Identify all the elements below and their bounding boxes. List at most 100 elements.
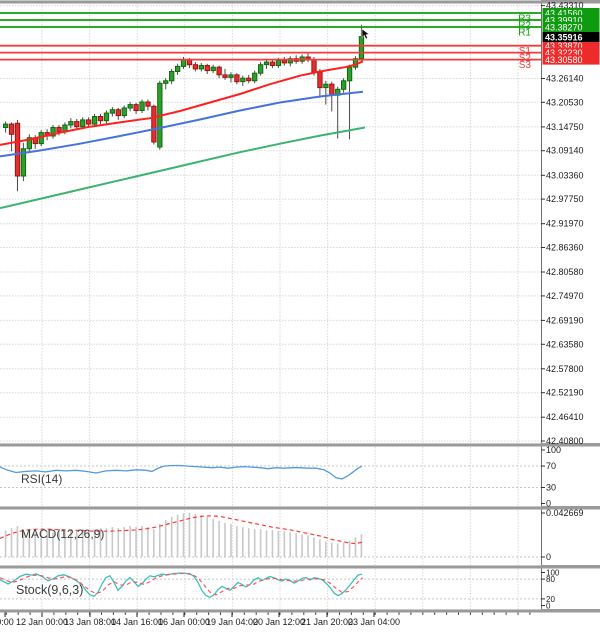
candle-bearish (329, 83, 335, 96)
candle-bearish (269, 61, 276, 66)
candle-bearish (56, 127, 62, 133)
candle-bearish (317, 71, 323, 89)
panel-separator-axis (541, 565, 600, 569)
price-tick-label: 42.40800 (546, 436, 584, 446)
candle-bearish (204, 65, 210, 72)
price-axis-area[interactable] (541, 0, 600, 633)
time-tick-label: 20 Jan 12:00 (253, 617, 305, 627)
candle-bullish (169, 71, 175, 82)
time-tick-label: 23 Jan 04:00 (348, 617, 400, 627)
candle-bearish (145, 101, 151, 107)
candle-bullish (3, 123, 9, 128)
price-tick-label: 42.63580 (546, 339, 584, 349)
candle-bullish (163, 80, 169, 84)
candle-bullish (275, 59, 282, 67)
price-badge-label: 43.33870 (545, 41, 583, 51)
price-tick-label: 42.80580 (546, 267, 584, 277)
rsi-indicator-label: RSI(14) (21, 472, 63, 486)
price-tick-label: 43.20530 (546, 97, 584, 107)
price-tick-label: 42.86360 (546, 243, 584, 253)
price-badge (542, 40, 600, 51)
candle-bullish (180, 59, 187, 67)
price-badge-label: 43.38270 (545, 23, 583, 33)
candle-bullish (68, 121, 74, 126)
macd-signal-line (0, 515, 364, 545)
price-tick-label: 42.46410 (546, 412, 584, 422)
stoch-axis-label: 100 (546, 569, 560, 578)
ma-slow-green-line (0, 126, 366, 210)
rsi-axis-label: 30 (546, 482, 556, 492)
time-tick-label: 21 Jan 20:00 (301, 617, 353, 627)
macd-axis-label: 0.042669 (546, 508, 584, 518)
price-badge-label: 43.41560 (545, 9, 583, 19)
candle-bullish (358, 36, 365, 60)
price-badge (542, 15, 600, 25)
price-tick-label: 42.74970 (546, 291, 584, 301)
time-tick-label: 16 Jan 00:00 (158, 617, 210, 627)
candle-bearish (97, 116, 104, 122)
candle-bearish (234, 74, 240, 83)
candle-bearish (311, 59, 317, 73)
candle-bullish (20, 148, 27, 177)
pivot-label-r2: R2 (518, 21, 531, 32)
price-tick-label: 43.26140 (546, 74, 584, 84)
candle-bullish (80, 119, 86, 128)
candle-bearish (86, 119, 92, 125)
price-badge (542, 22, 600, 32)
price-tick-label: 43.14750 (546, 122, 584, 132)
price-badge-label: 43.35916 (545, 33, 583, 43)
time-tick-label: 13 Jan 08:00 (64, 617, 116, 627)
panel-separator-axis (541, 506, 600, 510)
candle-bearish (74, 121, 80, 128)
panel-separator[interactable] (0, 0, 600, 4)
candle-bullish (228, 74, 234, 78)
price-badge-label: 43.30580 (545, 55, 583, 65)
candle-bullish (91, 116, 98, 125)
ma-fast-red-line (0, 60, 364, 146)
price-badge (542, 47, 600, 58)
stoch-axis-label: 80 (546, 575, 555, 584)
candle-bearish (151, 105, 157, 143)
panel-separator[interactable] (0, 443, 600, 447)
price-tick-label: 42.97750 (546, 194, 584, 204)
candle-bullish (210, 66, 216, 72)
candle-bearish (8, 123, 15, 135)
candle-bullish (121, 107, 127, 117)
panel-separator[interactable] (0, 565, 600, 569)
panel-separator[interactable] (0, 506, 600, 510)
stoch-d-line (0, 572, 364, 596)
panel-separator-axis (541, 609, 600, 613)
rsi-line (0, 464, 363, 480)
panel-separator[interactable] (0, 609, 600, 613)
candle-bullish (240, 77, 246, 83)
price-tick-label: 43.09140 (546, 146, 584, 156)
time-tick-label: 14 Jan 16:00 (111, 617, 163, 627)
candle-bullish (109, 109, 116, 114)
time-tick-label: 19 Jan 04:00 (206, 617, 258, 627)
candle-bullish (127, 104, 133, 109)
candle-bearish (222, 74, 228, 78)
time-tick-label: 0:00 (0, 617, 14, 627)
candle-bearish (216, 66, 222, 76)
price-tick-label: 42.52190 (546, 388, 584, 398)
price-badge-label: 43.32230 (545, 48, 583, 58)
candle-bullish (323, 83, 329, 89)
candle-bearish (192, 64, 199, 70)
pivot-label-r3: R3 (518, 14, 531, 25)
candle-bullish (50, 127, 56, 137)
candle-bullish (252, 72, 258, 82)
candle-bullish (341, 80, 347, 90)
candle-bullish (103, 112, 110, 122)
candle-bullish (26, 137, 33, 150)
macd-indicator-label: MACD(12,26,9) (21, 527, 105, 541)
candle-bullish (174, 65, 181, 73)
price-badge (542, 54, 600, 65)
price-tick-label: 42.57800 (546, 364, 584, 374)
price-badge (542, 32, 600, 42)
panel-separator-axis (541, 443, 600, 447)
price-tick-label: 43.03360 (546, 170, 584, 180)
cursor-arrow-icon (361, 28, 370, 40)
candle-bullish (257, 64, 264, 74)
